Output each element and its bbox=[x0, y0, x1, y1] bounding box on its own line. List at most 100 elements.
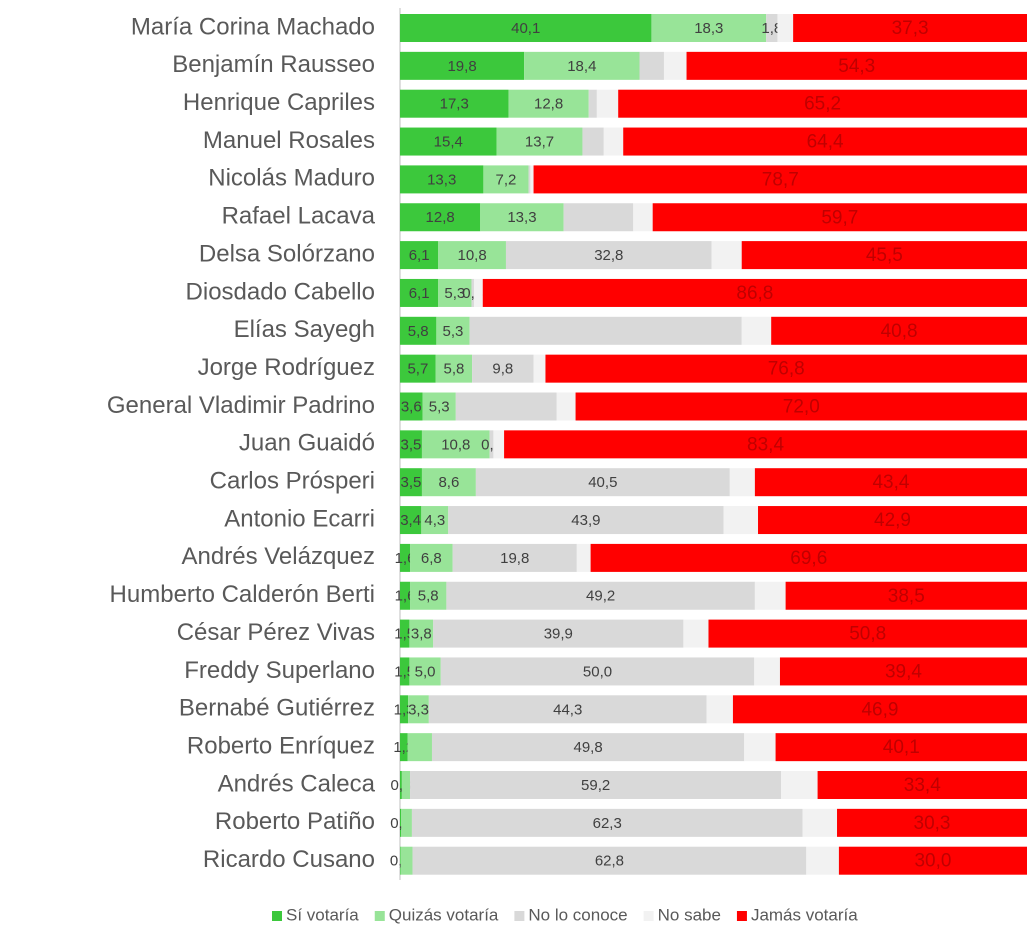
value-label: 15,4 bbox=[434, 134, 463, 151]
bar-segment bbox=[400, 354, 436, 383]
value-label: 5,7 bbox=[407, 361, 428, 378]
legend-label: Sí votaría bbox=[286, 905, 359, 924]
bar-segment bbox=[563, 203, 634, 232]
bar-segment bbox=[412, 846, 807, 875]
bar-segment bbox=[588, 89, 597, 118]
bar-segment bbox=[708, 619, 1027, 648]
bar-segment bbox=[400, 506, 422, 535]
bar-segment bbox=[754, 581, 786, 610]
category-label: Rafael Lacava bbox=[222, 203, 376, 230]
bar-segment bbox=[400, 733, 408, 762]
value-label: 12,8 bbox=[426, 209, 455, 226]
bar-segment bbox=[455, 392, 557, 421]
value-label: 40,8 bbox=[881, 321, 918, 342]
value-label: 62,3 bbox=[593, 815, 622, 832]
bar-segment bbox=[400, 846, 401, 875]
bar-segment bbox=[400, 430, 422, 459]
value-label: 39,9 bbox=[544, 626, 573, 643]
bar-segment bbox=[771, 316, 1027, 345]
value-label: 40,1 bbox=[511, 20, 540, 37]
bar-segment bbox=[528, 165, 531, 194]
value-label: 33,4 bbox=[904, 775, 941, 796]
category-label: General Vladimir Padrino bbox=[107, 392, 375, 419]
bar-segment bbox=[400, 468, 422, 497]
value-label: 13,3 bbox=[507, 209, 536, 226]
value-label: 59,2 bbox=[581, 777, 610, 794]
bar-segment bbox=[421, 430, 490, 459]
value-label: 50,8 bbox=[849, 624, 886, 645]
value-label: 3,5 bbox=[401, 474, 422, 491]
category-label: Ricardo Cusano bbox=[203, 846, 375, 873]
bar-segment bbox=[400, 127, 497, 156]
value-label: 38,5 bbox=[888, 586, 925, 607]
legend-swatch bbox=[374, 911, 385, 921]
bar-segment bbox=[469, 316, 742, 345]
value-label: 10,8 bbox=[458, 247, 487, 264]
bar-segment bbox=[400, 241, 439, 270]
value-label: 44,3 bbox=[553, 701, 582, 718]
bar-segment bbox=[504, 430, 1027, 459]
value-label: 69,6 bbox=[790, 548, 827, 569]
bar-segment bbox=[438, 278, 472, 307]
legend-swatch bbox=[736, 911, 747, 921]
bar-segment bbox=[651, 14, 767, 42]
value-label: 59,7 bbox=[821, 207, 858, 228]
value-label: 49,2 bbox=[586, 588, 615, 605]
category-label: Carlos Prósperi bbox=[210, 468, 375, 495]
bar-segment bbox=[744, 733, 776, 762]
bar-segment bbox=[401, 808, 412, 837]
value-label: 43,4 bbox=[872, 472, 909, 493]
bar-segment bbox=[421, 468, 476, 497]
bar-segment bbox=[496, 127, 583, 156]
bar-segment bbox=[582, 127, 604, 156]
value-label: 45,5 bbox=[866, 245, 903, 266]
bar-segment bbox=[729, 468, 755, 497]
bar-segment bbox=[400, 278, 439, 307]
bar-segment bbox=[472, 354, 534, 383]
value-label: 5,8 bbox=[418, 588, 439, 605]
bar-segment bbox=[408, 695, 429, 724]
bar-segment bbox=[802, 808, 838, 837]
bar-segment bbox=[400, 771, 402, 799]
value-label: 86,8 bbox=[736, 283, 773, 304]
category-label: Delsa Solórzano bbox=[199, 240, 375, 267]
bar-segment bbox=[410, 771, 782, 799]
bar-segment bbox=[817, 771, 1027, 799]
value-label: 5,3 bbox=[429, 398, 450, 415]
bar-segment bbox=[400, 51, 525, 80]
value-label: 83,4 bbox=[747, 434, 784, 455]
bar-segment bbox=[431, 733, 745, 762]
bar-segment bbox=[448, 506, 724, 535]
bar-segment bbox=[838, 846, 1027, 875]
value-label: 4,3 bbox=[424, 512, 445, 529]
bar-segment bbox=[400, 581, 411, 610]
bar-segment bbox=[411, 808, 803, 837]
category-label: Andrés Caleca bbox=[218, 770, 376, 797]
legend-label: No sabe bbox=[658, 905, 721, 924]
value-label: 65,2 bbox=[804, 94, 841, 115]
bar-segment bbox=[781, 771, 818, 799]
legend-swatch bbox=[643, 911, 654, 921]
bar-segment bbox=[473, 278, 483, 307]
bar-segment bbox=[482, 278, 1027, 307]
value-label: 6,1 bbox=[409, 247, 430, 264]
bar-segment bbox=[410, 543, 453, 572]
bar-segment bbox=[706, 695, 733, 724]
bar-segment bbox=[400, 695, 409, 724]
value-label: 42,9 bbox=[874, 510, 911, 531]
value-label: 40,1 bbox=[883, 737, 920, 758]
bar-segment bbox=[758, 506, 1027, 535]
bar-segment bbox=[766, 14, 778, 42]
value-label: 5,8 bbox=[443, 361, 464, 378]
category-label: Elías Sayegh bbox=[234, 316, 375, 343]
category-label: Nicolás Maduro bbox=[208, 165, 375, 192]
bar-segment bbox=[400, 165, 484, 194]
value-label: 78,7 bbox=[762, 169, 799, 190]
value-label: 39,4 bbox=[885, 661, 922, 682]
value-label: 13,3 bbox=[427, 171, 456, 188]
bar-segment bbox=[493, 430, 505, 459]
value-label: 30,0 bbox=[914, 851, 951, 872]
bar-segment bbox=[806, 846, 839, 875]
bar-segment bbox=[545, 354, 1027, 383]
